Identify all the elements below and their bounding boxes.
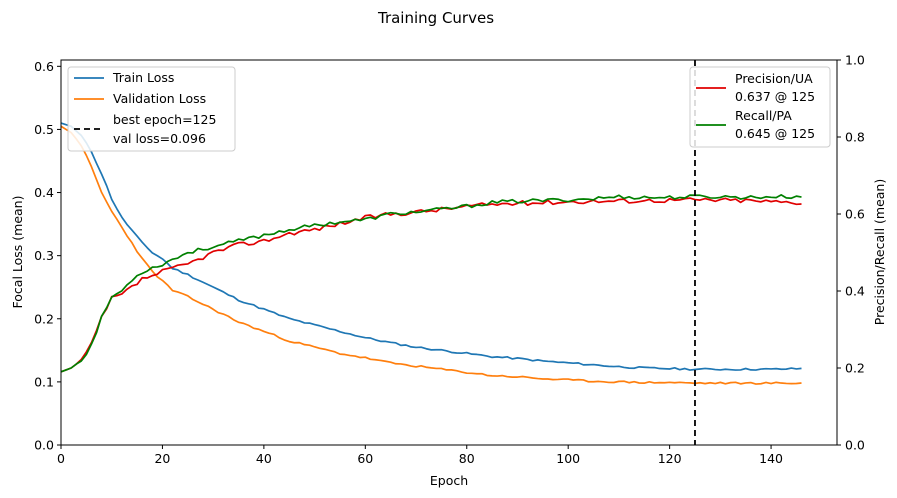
x-tick-label: 0: [57, 451, 65, 466]
y-right-tick-label: 0.0: [845, 438, 865, 453]
legend-label-precision-value: 0.637 @ 125: [735, 89, 815, 104]
y-right-tick-label: 0.8: [845, 130, 865, 145]
x-tick-label: 20: [154, 451, 170, 466]
y-right-tick-label: 0.4: [845, 284, 865, 299]
series-line-recall: [60, 194, 802, 373]
series-line-precision: [60, 197, 802, 373]
y-right-tick-label: 0.6: [845, 207, 865, 222]
legend-label-recall: Recall/PA: [735, 108, 792, 123]
legend-right: Precision/UA 0.637 @ 125 Recall/PA 0.645…: [689, 66, 831, 148]
x-tick-label: 80: [459, 451, 475, 466]
x-tick-label: 60: [357, 451, 373, 466]
y-left-tick-label: 0.4: [34, 185, 54, 200]
x-tick-label: 100: [556, 451, 580, 466]
legend-label-val-loss: val loss=0.096: [113, 131, 206, 146]
x-tick-label: 120: [658, 451, 682, 466]
legend-label-best-epoch: best epoch=125: [113, 112, 216, 127]
legend-label-precision: Precision/UA: [735, 71, 813, 86]
y-left-tick-label: 0.0: [34, 438, 54, 453]
chart-title: Training Curves: [377, 9, 494, 27]
y-right-tick-label: 1.0: [845, 53, 865, 68]
y-left-tick-label: 0.5: [34, 122, 54, 137]
y-left-tick-label: 0.6: [34, 59, 54, 74]
plot-frame: [60, 59, 838, 446]
x-tick-label: 140: [759, 451, 783, 466]
legend-right-box: [689, 66, 831, 148]
y-axis-right-title: Precision/Recall (mean): [872, 179, 887, 325]
x-tick-label: 40: [256, 451, 272, 466]
legend-left: Train Loss Validation Loss best epoch=12…: [67, 66, 236, 152]
y-left-tick-label: 0.1: [34, 374, 54, 389]
legend-left-box: [67, 66, 236, 152]
y-left-tick-label: 0.3: [34, 248, 54, 263]
y-left-tick-label: 0.2: [34, 311, 54, 326]
x-axis-title: Epoch: [430, 473, 468, 488]
legend-label-train-loss: Train Loss: [112, 70, 174, 85]
series-line-validation-loss: [60, 125, 802, 385]
y-axis-left-title: Focal Loss (mean): [10, 196, 25, 309]
y-right-tick-label: 0.2: [845, 361, 865, 376]
series-line-train-loss: [60, 122, 802, 371]
legend-label-validation-loss: Validation Loss: [113, 91, 206, 106]
legend-label-recall-value: 0.645 @ 125: [735, 126, 815, 141]
